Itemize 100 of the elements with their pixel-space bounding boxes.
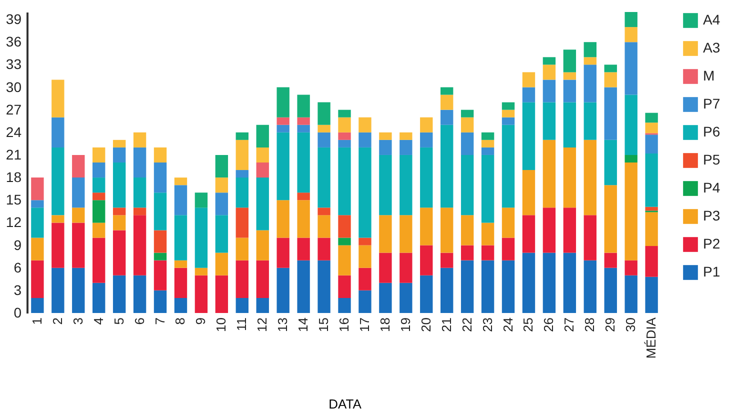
bar xyxy=(256,230,269,260)
bar xyxy=(52,222,64,268)
bar xyxy=(338,298,351,313)
y-tick-label: 24 xyxy=(6,124,22,140)
bar xyxy=(236,132,248,140)
x-tick-label: 24 xyxy=(500,318,516,332)
bar xyxy=(92,238,106,283)
bar xyxy=(400,132,412,140)
bar xyxy=(112,215,126,230)
x-tick-label: 5 xyxy=(111,318,126,325)
bar xyxy=(522,72,536,88)
bar xyxy=(400,154,412,216)
bar xyxy=(297,238,310,260)
bar xyxy=(502,124,515,208)
bar xyxy=(31,298,44,313)
bar xyxy=(624,260,638,276)
bar xyxy=(318,208,330,216)
bar xyxy=(481,154,494,223)
bar xyxy=(502,117,515,125)
bar xyxy=(460,154,474,216)
bar xyxy=(440,268,454,313)
bar xyxy=(215,178,228,193)
bar xyxy=(624,27,638,42)
bar xyxy=(624,94,638,155)
bar xyxy=(31,260,44,298)
bar xyxy=(481,132,494,140)
bar xyxy=(584,42,596,58)
bar xyxy=(276,132,290,200)
bar xyxy=(563,102,576,148)
bar xyxy=(256,124,269,148)
bar xyxy=(604,268,617,313)
x-tick-label: 14 xyxy=(296,318,311,332)
bar xyxy=(154,162,167,193)
bar xyxy=(338,215,351,238)
bar xyxy=(72,208,85,223)
bar xyxy=(174,298,188,313)
bar xyxy=(440,252,454,268)
bar xyxy=(542,252,556,313)
bar xyxy=(624,42,638,95)
bar xyxy=(604,72,617,88)
bar xyxy=(358,238,372,246)
bar xyxy=(542,140,556,208)
bar xyxy=(297,132,310,193)
bar xyxy=(112,147,126,162)
bar xyxy=(563,80,576,102)
bar xyxy=(522,170,536,216)
legend-label: P3 xyxy=(703,208,720,224)
bar xyxy=(481,140,494,148)
bar xyxy=(400,215,412,253)
y-tick-label: 9 xyxy=(14,236,22,253)
bar xyxy=(440,87,454,95)
bar xyxy=(460,117,474,132)
bar xyxy=(379,140,392,155)
bar xyxy=(502,238,515,260)
bar xyxy=(72,178,85,208)
y-tick-label: 36 xyxy=(6,34,22,50)
bar xyxy=(604,140,617,186)
bar xyxy=(379,132,392,140)
bar xyxy=(72,154,85,178)
x-tick-label: 23 xyxy=(480,318,495,332)
bar xyxy=(236,260,248,298)
bar xyxy=(256,298,269,313)
bar xyxy=(194,268,208,276)
bar xyxy=(584,102,596,140)
x-tick-label: 21 xyxy=(438,318,454,332)
legend-label: P4 xyxy=(703,180,720,196)
x-tick-label: 25 xyxy=(520,318,536,332)
bar xyxy=(563,72,576,80)
legend-label: P1 xyxy=(703,264,720,280)
bar xyxy=(112,230,126,276)
bar xyxy=(358,245,372,268)
bar xyxy=(358,290,372,313)
bar xyxy=(318,238,330,260)
y-tick-label: 0 xyxy=(14,304,22,320)
bar xyxy=(645,122,658,134)
bar xyxy=(297,94,310,118)
bar xyxy=(154,252,167,260)
x-tick-label: 30 xyxy=(623,318,638,332)
y-tick-label: 30 xyxy=(6,78,22,95)
bar xyxy=(52,147,64,216)
x-tick-label: 8 xyxy=(172,318,188,325)
bar xyxy=(379,252,392,283)
x-tick-label: 18 xyxy=(377,318,392,332)
y-tick-label: 6 xyxy=(14,259,22,276)
bar xyxy=(542,57,556,65)
bar xyxy=(31,200,44,208)
bar xyxy=(420,245,433,276)
bar xyxy=(133,275,146,313)
bar xyxy=(174,268,188,298)
bar xyxy=(420,208,433,246)
bar xyxy=(358,268,372,290)
bar xyxy=(624,275,638,313)
bar xyxy=(338,140,351,148)
bar xyxy=(522,215,536,253)
bar xyxy=(645,153,658,207)
bar xyxy=(236,170,248,178)
bar xyxy=(604,252,617,268)
bar xyxy=(318,260,330,313)
bar xyxy=(460,215,474,246)
bar xyxy=(645,246,658,277)
